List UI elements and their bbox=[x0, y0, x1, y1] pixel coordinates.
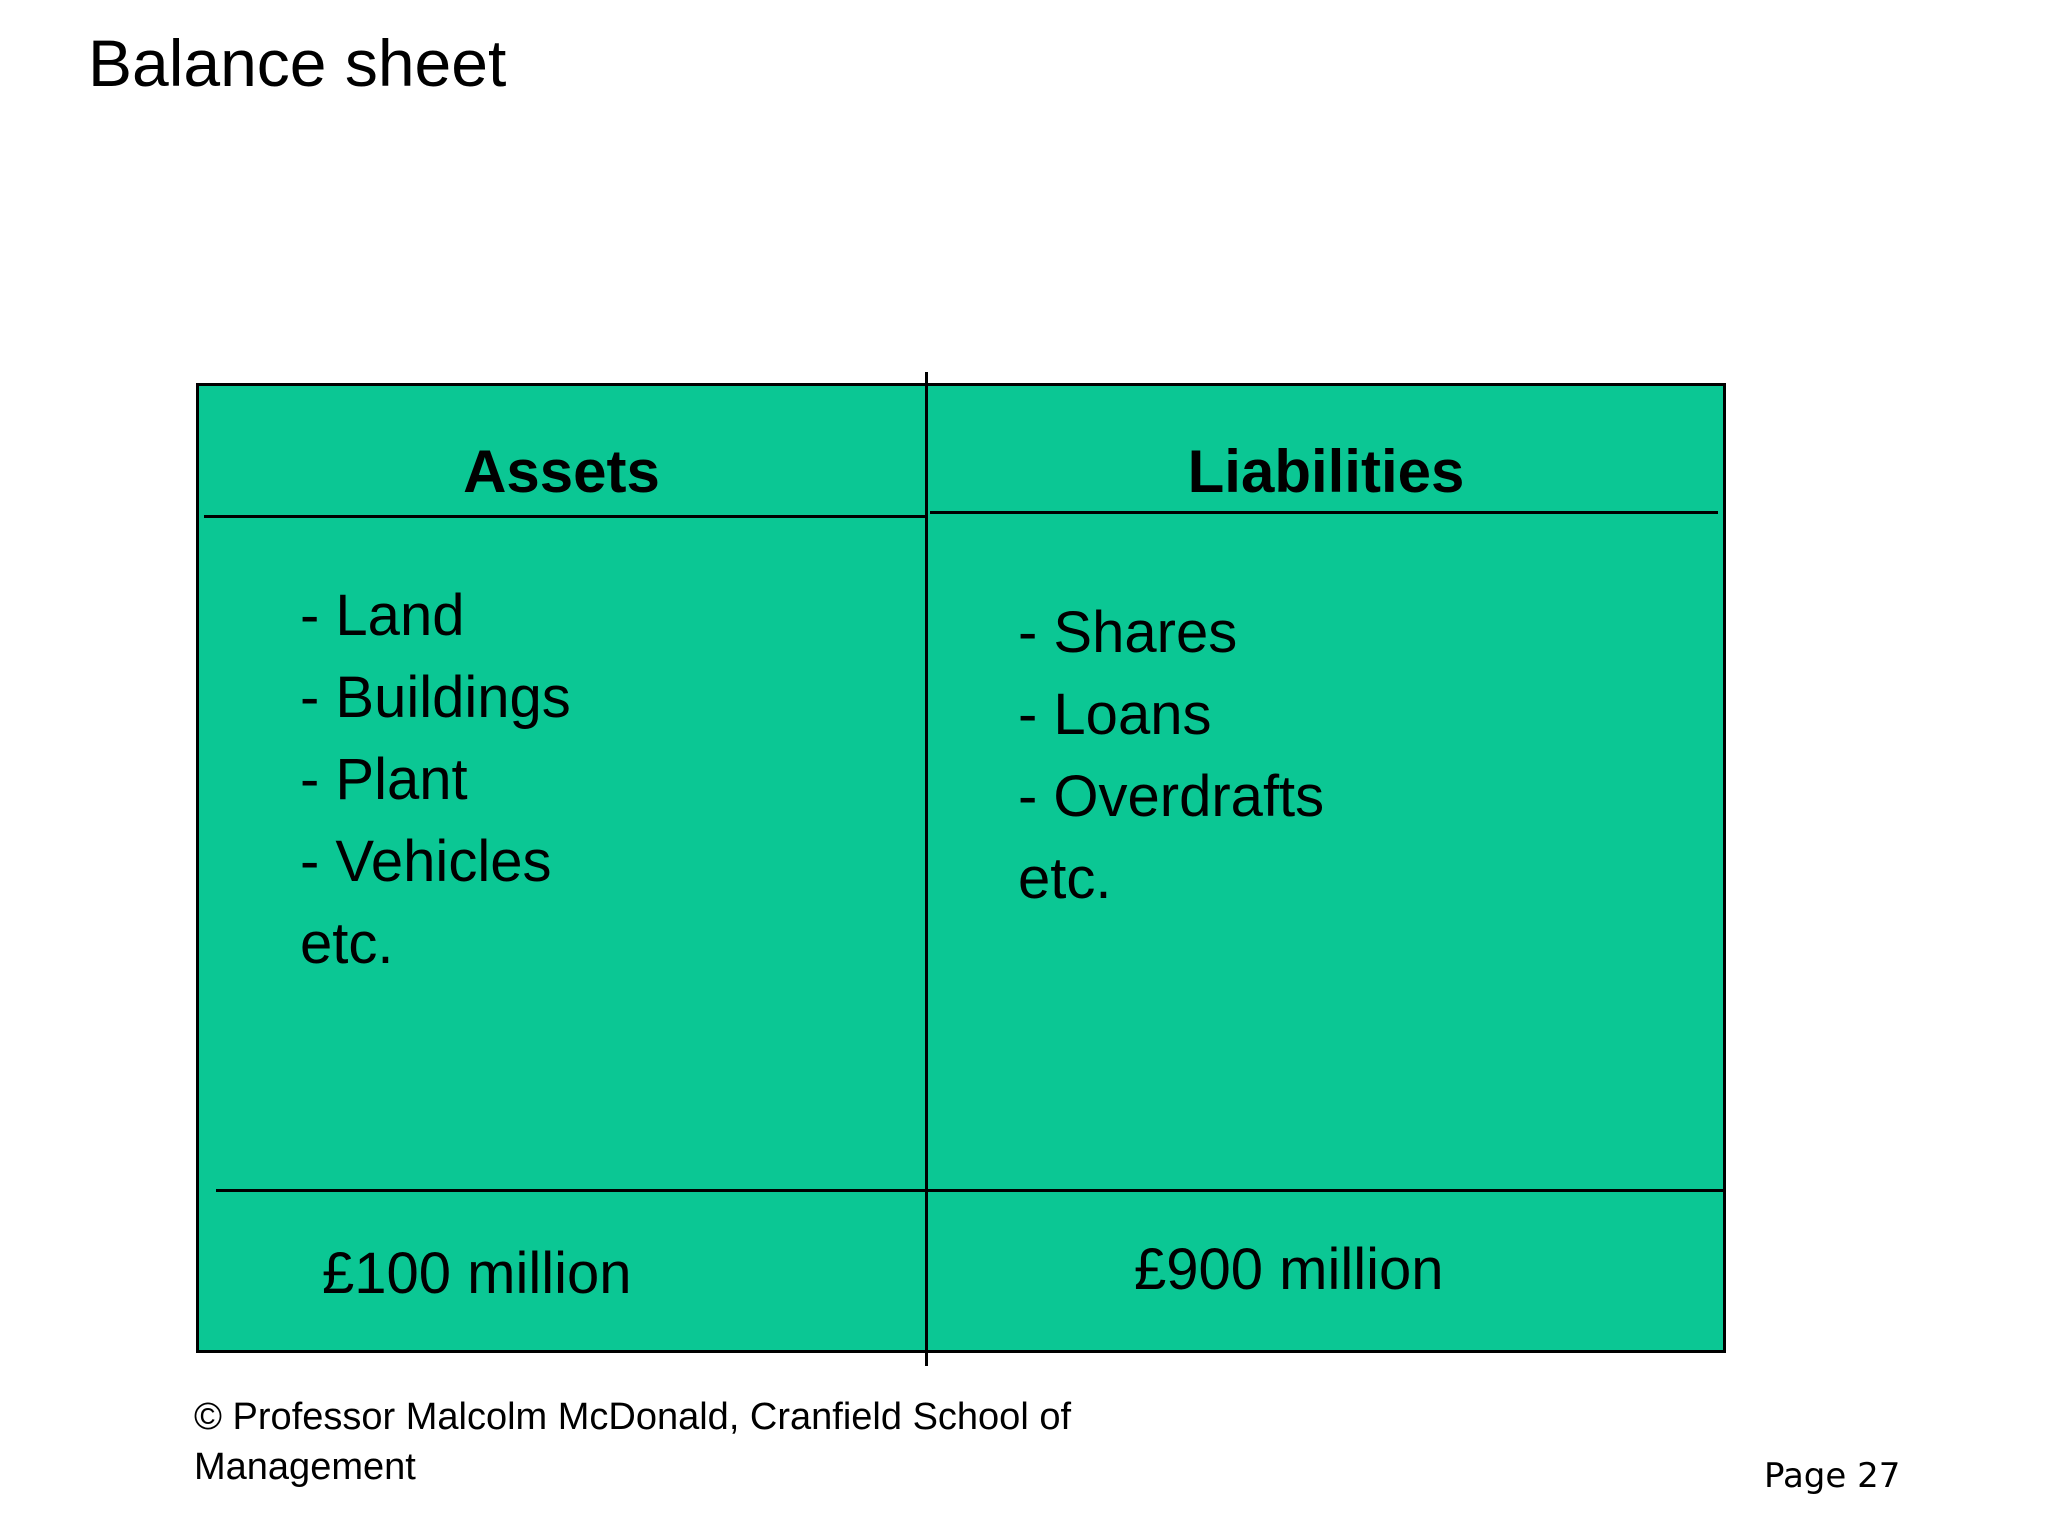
asset-item-buildings: - Buildings bbox=[300, 665, 571, 730]
assets-column-header: Assets bbox=[463, 438, 660, 505]
page-number: Page 27 bbox=[1764, 1456, 1901, 1496]
asset-item-land: - Land bbox=[300, 583, 465, 648]
copyright-text: © Professor Malcolm McDonald, Cranfield … bbox=[194, 1396, 1072, 1488]
assets-item-list: - Land - Buildings - Plant - Vehicles et… bbox=[300, 575, 571, 985]
page-title: Balance sheet bbox=[88, 26, 507, 100]
liability-item-shares: - Shares bbox=[1018, 600, 1238, 665]
totals-separator-line bbox=[216, 1189, 1724, 1192]
asset-item-plant: - Plant bbox=[300, 747, 468, 812]
assets-total: £100 million bbox=[322, 1241, 632, 1306]
liabilities-total: £900 million bbox=[1134, 1237, 1444, 1302]
asset-item-vehicles: - Vehicles bbox=[300, 829, 552, 894]
liability-item-overdrafts: - Overdrafts bbox=[1018, 764, 1325, 829]
assets-header-underline bbox=[204, 515, 927, 518]
liabilities-header-underline bbox=[930, 511, 1718, 514]
liabilities-column-header: Liabilities bbox=[1187, 438, 1465, 505]
liability-item-loans: - Loans bbox=[1018, 682, 1212, 747]
asset-item-etc: etc. bbox=[300, 911, 394, 976]
liability-item-etc: etc. bbox=[1018, 846, 1112, 911]
liabilities-item-list: - Shares - Loans - Overdrafts etc. bbox=[1018, 592, 1324, 920]
column-divider-line bbox=[925, 372, 928, 1366]
